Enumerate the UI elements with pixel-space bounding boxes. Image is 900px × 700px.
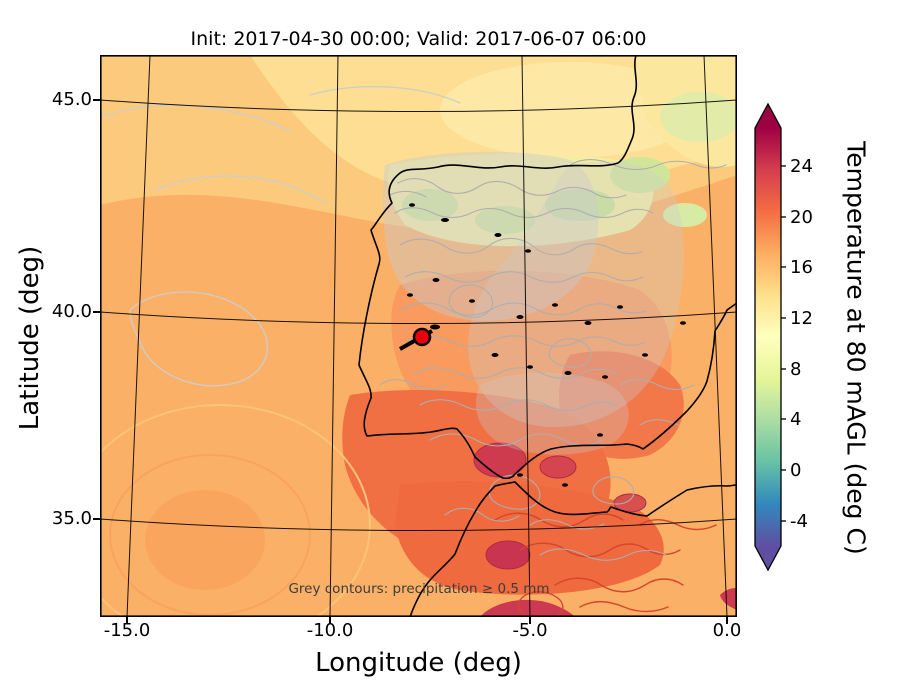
colorbar-tick-label: 0 xyxy=(790,460,801,481)
y-tick-label: 35.0 xyxy=(51,508,92,529)
station-marker xyxy=(399,327,433,351)
x-tick-mark xyxy=(529,617,531,624)
colorbar-extend-max-arrow xyxy=(755,104,781,128)
map-plot xyxy=(100,55,737,617)
x-tick-label: -10.0 xyxy=(306,620,354,641)
colorbar-label: Temperature at 80 mAGL (deg C) xyxy=(841,141,871,555)
y-tick-label: 40.0 xyxy=(51,301,92,322)
colorbar-tick-label: 20 xyxy=(790,207,813,228)
colorbar-outline xyxy=(754,102,782,572)
precipitation-contours xyxy=(379,159,727,561)
x-tick-label: -5.0 xyxy=(512,620,548,641)
x-tick-mark xyxy=(726,617,728,624)
colorbar-tick-label: 4 xyxy=(790,409,801,430)
x-tick-mark xyxy=(126,617,128,624)
temperature-contours-warm xyxy=(494,512,717,617)
x-tick-label: -15.0 xyxy=(103,620,151,641)
colorbar-tick-label: -4 xyxy=(790,511,808,532)
y-tick-mark xyxy=(93,518,100,520)
colorbar: 24 20 16 12 8 4 0 -4 xyxy=(754,102,813,572)
y-tick-mark xyxy=(93,99,100,101)
x-tick-mark xyxy=(329,617,331,624)
x-tick-label: 0.0 xyxy=(712,620,742,641)
y-tick-label: 45.0 xyxy=(51,89,92,110)
colorbar-tick-label: 16 xyxy=(790,257,813,278)
station-marker-dot xyxy=(412,327,432,347)
coastline xyxy=(358,55,737,617)
colorbar-gradient xyxy=(755,128,781,546)
colorbar-extend-min-arrow xyxy=(755,546,781,570)
plot-title: Init: 2017-04-30 00:00; Valid: 2017-06-0… xyxy=(190,28,647,50)
africa-coastline xyxy=(409,481,516,617)
colorbar-ticks xyxy=(781,165,786,522)
precip-contour-note: Grey contours: precipitation ≥ 0.5 mm xyxy=(288,581,550,597)
colorbar-tick-label: 24 xyxy=(790,156,813,177)
y-axis-label: Latitude (deg) xyxy=(15,245,45,431)
graticule xyxy=(100,55,737,617)
x-axis-label: Longitude (deg) xyxy=(315,648,522,678)
colorbar-tick-label: 8 xyxy=(790,359,801,380)
colorbar-tick-labels: 24 20 16 12 8 4 0 -4 xyxy=(790,156,813,532)
y-tick-mark xyxy=(93,311,100,313)
reservoirs xyxy=(407,203,686,487)
colorbar-tick-label: 12 xyxy=(790,308,813,329)
axes-frame xyxy=(100,55,737,617)
